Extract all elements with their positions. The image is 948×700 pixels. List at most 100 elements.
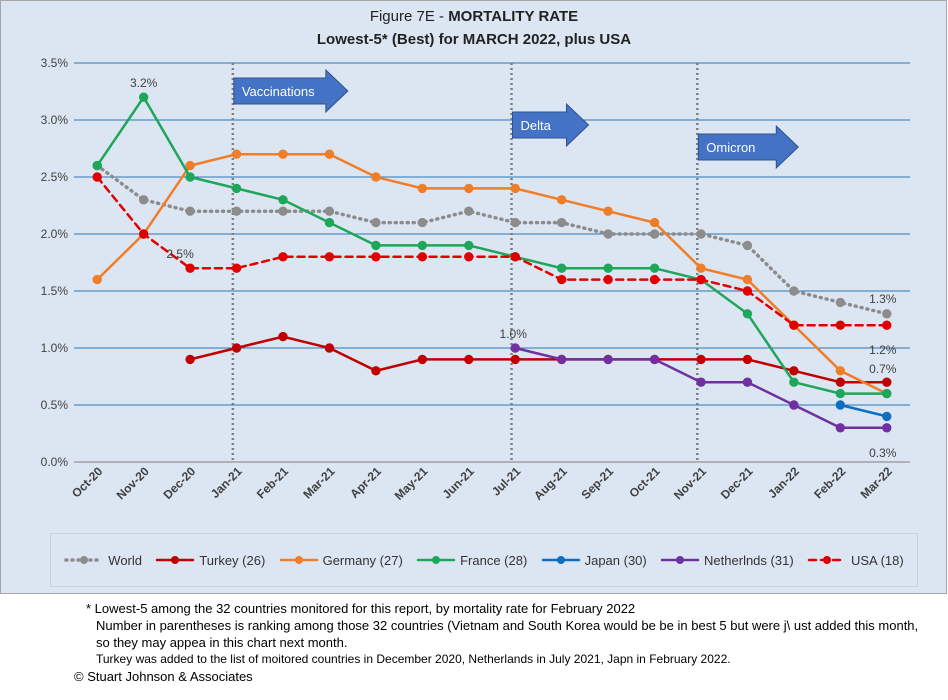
data-point bbox=[278, 252, 288, 262]
data-point bbox=[510, 217, 520, 228]
event-arrow bbox=[512, 102, 590, 148]
data-point bbox=[417, 252, 428, 262]
legend-swatch bbox=[156, 556, 195, 564]
data-label: 3.2% bbox=[130, 76, 158, 90]
data-point bbox=[231, 263, 242, 273]
data-point bbox=[882, 309, 892, 319]
data-point bbox=[556, 217, 567, 228]
x-tick-label: Nov-21 bbox=[671, 464, 709, 502]
series-line bbox=[839, 403, 889, 418]
legend-label: World bbox=[108, 552, 143, 568]
data-label: 1.0% bbox=[500, 327, 528, 341]
data-point bbox=[185, 160, 195, 171]
data-point bbox=[464, 354, 474, 365]
data-point bbox=[324, 206, 335, 216]
legend-item: USA (18) bbox=[807, 553, 904, 568]
y-tick-label: 2.0% bbox=[41, 227, 69, 241]
data-point bbox=[278, 206, 288, 216]
footnotes: * Lowest-5 among the 32 countries monito… bbox=[74, 600, 926, 685]
data-point bbox=[464, 183, 474, 194]
footnote-1: * Lowest-5 among the 32 countries monito… bbox=[86, 601, 636, 616]
x-tick-label: Jun-21 bbox=[440, 464, 477, 501]
data-point bbox=[92, 274, 102, 285]
data-point bbox=[649, 354, 660, 365]
x-tick-label: Apr-21 bbox=[347, 464, 384, 501]
legend-label: Germany (27) bbox=[322, 552, 403, 568]
data-point bbox=[556, 354, 567, 365]
data-point bbox=[231, 343, 242, 353]
title-prefix: Figure 7E - bbox=[369, 8, 449, 25]
data-point bbox=[835, 377, 846, 387]
data-point bbox=[696, 354, 706, 365]
data-point bbox=[417, 354, 428, 365]
data-point bbox=[510, 343, 520, 353]
data-point bbox=[556, 274, 567, 285]
data-point bbox=[231, 183, 242, 194]
footnote-3: Turkey was added to the list of moitored… bbox=[96, 652, 731, 666]
x-tick-label: Nov-20 bbox=[114, 464, 152, 502]
data-point bbox=[742, 354, 753, 365]
data-point bbox=[371, 217, 381, 228]
data-point bbox=[789, 320, 799, 330]
data-point bbox=[742, 309, 753, 319]
data-point bbox=[371, 366, 381, 376]
data-point bbox=[138, 229, 149, 239]
data-point bbox=[742, 274, 753, 285]
data-point bbox=[649, 274, 660, 285]
x-tick-label: Feb-21 bbox=[254, 464, 291, 501]
x-tick-label: Oct-21 bbox=[626, 464, 663, 501]
data-point bbox=[603, 229, 613, 239]
x-tick-label: Sep-21 bbox=[579, 464, 617, 502]
legend-swatch bbox=[64, 556, 105, 564]
y-tick-label: 0.5% bbox=[41, 398, 69, 412]
data-point bbox=[138, 92, 149, 102]
line-chart: 0.0% 0.5% 1.0% 1.5% 2.0% 2.5% 3.0% 3.5% Vaccinat… bbox=[41, 56, 910, 503]
data-point bbox=[371, 172, 381, 182]
legend-label: France (28) bbox=[460, 552, 528, 568]
event-arrow bbox=[697, 124, 800, 170]
data-point bbox=[371, 252, 381, 262]
data-point bbox=[510, 354, 520, 365]
data-point bbox=[231, 206, 242, 216]
data-point bbox=[835, 400, 846, 410]
chart-subtitle: Lowest-5* (Best) for MARCH 2022, plus US… bbox=[316, 31, 632, 48]
data-point bbox=[185, 263, 195, 273]
data-point bbox=[231, 149, 242, 159]
y-tick-label: 0.0% bbox=[41, 455, 69, 469]
data-label: 0.3% bbox=[869, 446, 897, 460]
data-point bbox=[138, 195, 149, 205]
y-tick-label: 2.5% bbox=[41, 170, 69, 184]
data-point bbox=[649, 217, 660, 228]
x-tick-label: Mar-21 bbox=[300, 464, 337, 501]
x-tick-label: Jan-21 bbox=[208, 464, 245, 501]
data-point bbox=[696, 229, 706, 239]
data-point bbox=[464, 252, 474, 262]
data-point bbox=[92, 160, 102, 171]
data-point bbox=[835, 423, 846, 433]
series-line bbox=[95, 163, 889, 316]
data-point bbox=[464, 240, 474, 251]
data-point bbox=[789, 366, 799, 376]
data-point bbox=[510, 252, 520, 262]
series-line bbox=[95, 94, 889, 395]
data-point bbox=[882, 423, 892, 433]
data-point bbox=[835, 320, 846, 330]
data-label: 2.5% bbox=[166, 247, 194, 261]
data-point bbox=[696, 377, 706, 387]
data-point bbox=[882, 411, 892, 422]
legend-label: Turkey (26) bbox=[199, 552, 266, 568]
plot-area bbox=[74, 63, 910, 462]
data-point bbox=[185, 172, 195, 182]
x-tick-label: Jul-21 bbox=[489, 464, 524, 499]
data-point bbox=[835, 297, 846, 308]
data-point bbox=[324, 252, 335, 262]
legend: World Turkey (26) Germany (27) France (28) J… bbox=[50, 533, 918, 587]
event-arrow bbox=[233, 68, 349, 114]
data-point bbox=[278, 331, 288, 342]
legend-swatch bbox=[279, 556, 318, 564]
data-point bbox=[603, 354, 613, 365]
data-point bbox=[324, 343, 335, 353]
data-point bbox=[185, 354, 195, 365]
copyright: © Stuart Johnson & Associates bbox=[74, 669, 253, 684]
data-point bbox=[417, 217, 428, 228]
